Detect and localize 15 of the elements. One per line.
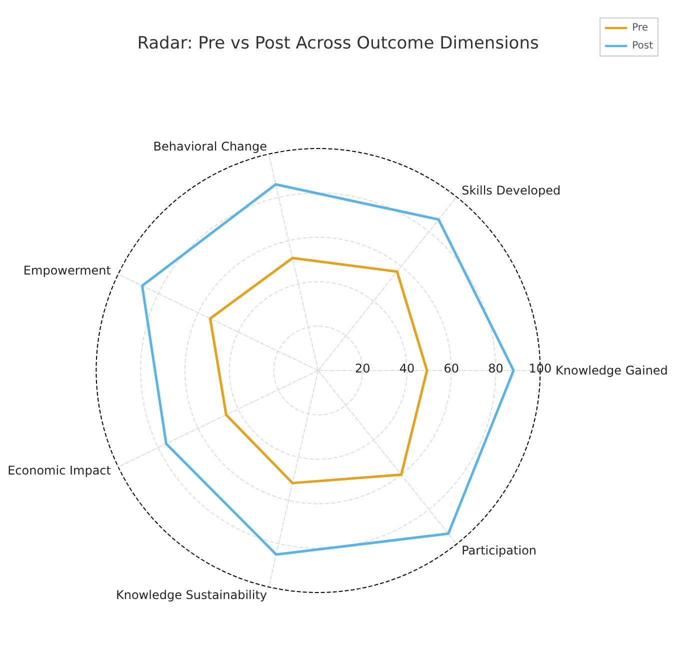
spoke-label: Behavioral Change [153, 139, 268, 154]
spoke-label: Knowledge Sustainability [116, 588, 268, 602]
y-tick-label: 20 [354, 362, 370, 376]
y-tick-label: 80 [488, 362, 504, 376]
spoke-label: Skills Developed [462, 184, 561, 198]
spoke-label: Knowledge Gained [556, 364, 668, 378]
text: Radar: Pre vs Post Across Outcome Dimensions [137, 34, 539, 54]
legend-label: Pre [632, 22, 648, 34]
spoke-label: Economic Impact [8, 463, 112, 478]
legend-label: Post [632, 40, 654, 52]
y-tick-label: 60 [444, 362, 460, 376]
spoke-label: Empowerment [23, 264, 112, 278]
y-tick-label: 100 [528, 362, 552, 376]
spoke-label: Participation [462, 543, 537, 558]
y-tick-label: 40 [399, 362, 415, 376]
